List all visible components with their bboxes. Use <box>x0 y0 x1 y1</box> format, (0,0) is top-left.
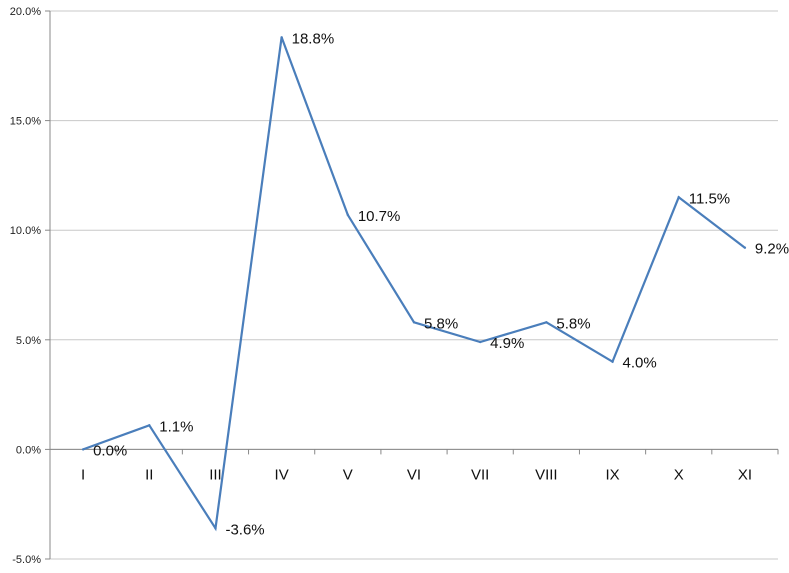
data-label: 5.8% <box>556 315 590 332</box>
x-tick-label: IX <box>605 466 619 483</box>
data-point <box>478 340 482 344</box>
data-label: 5.8% <box>424 315 458 332</box>
x-tick-label: I <box>81 466 85 483</box>
data-point <box>280 36 283 39</box>
series-line <box>82 36 746 532</box>
data-point <box>148 424 151 427</box>
x-tick-label: III <box>209 466 222 483</box>
x-tick-label: VIII <box>535 466 558 483</box>
data-point <box>677 196 680 199</box>
data-label: 11.5% <box>689 190 730 207</box>
series-layer <box>81 36 747 532</box>
data-label: 1.1% <box>159 418 193 435</box>
data-point <box>545 321 548 324</box>
x-tick-label: IV <box>275 466 289 483</box>
data-point <box>743 246 747 249</box>
x-tick-label: X <box>674 466 684 483</box>
label-layer: 0.0% 1.1% -3.6% 18.8% 10.7% 5.8% 4.9% 5.8% 4.0% 1… <box>93 30 789 538</box>
y-tick-label: -5.0% <box>12 554 41 566</box>
data-label: 10.7% <box>358 208 401 225</box>
axis-layer: 20.0%15.0%10.0%5.0%0.0%-5.0%I II III IV V VI V… <box>10 6 779 566</box>
data-label: 0.0% <box>93 442 127 459</box>
data-point <box>412 321 416 324</box>
x-tick-label: XI <box>738 466 752 483</box>
y-tick-label: 5.0% <box>16 335 41 347</box>
x-tick-label: II <box>145 466 153 483</box>
x-tick-label: VII <box>471 466 489 483</box>
data-label: 18.8% <box>292 30 335 47</box>
data-point <box>346 213 350 217</box>
y-tick-label: 20.0% <box>10 6 41 18</box>
data-point <box>611 360 614 363</box>
data-point <box>214 527 217 530</box>
y-tick-label: 15.0% <box>10 116 41 128</box>
data-label: -3.6% <box>225 521 264 538</box>
data-label: 9.2% <box>755 241 789 258</box>
data-label: 4.9% <box>490 335 524 352</box>
y-tick-label: 0.0% <box>16 444 41 456</box>
y-tick-label: 10.0% <box>10 225 41 237</box>
data-label: 4.0% <box>623 355 657 372</box>
x-tick-label: V <box>343 466 353 483</box>
data-point <box>81 448 85 451</box>
x-tick-label: VI <box>407 466 421 483</box>
